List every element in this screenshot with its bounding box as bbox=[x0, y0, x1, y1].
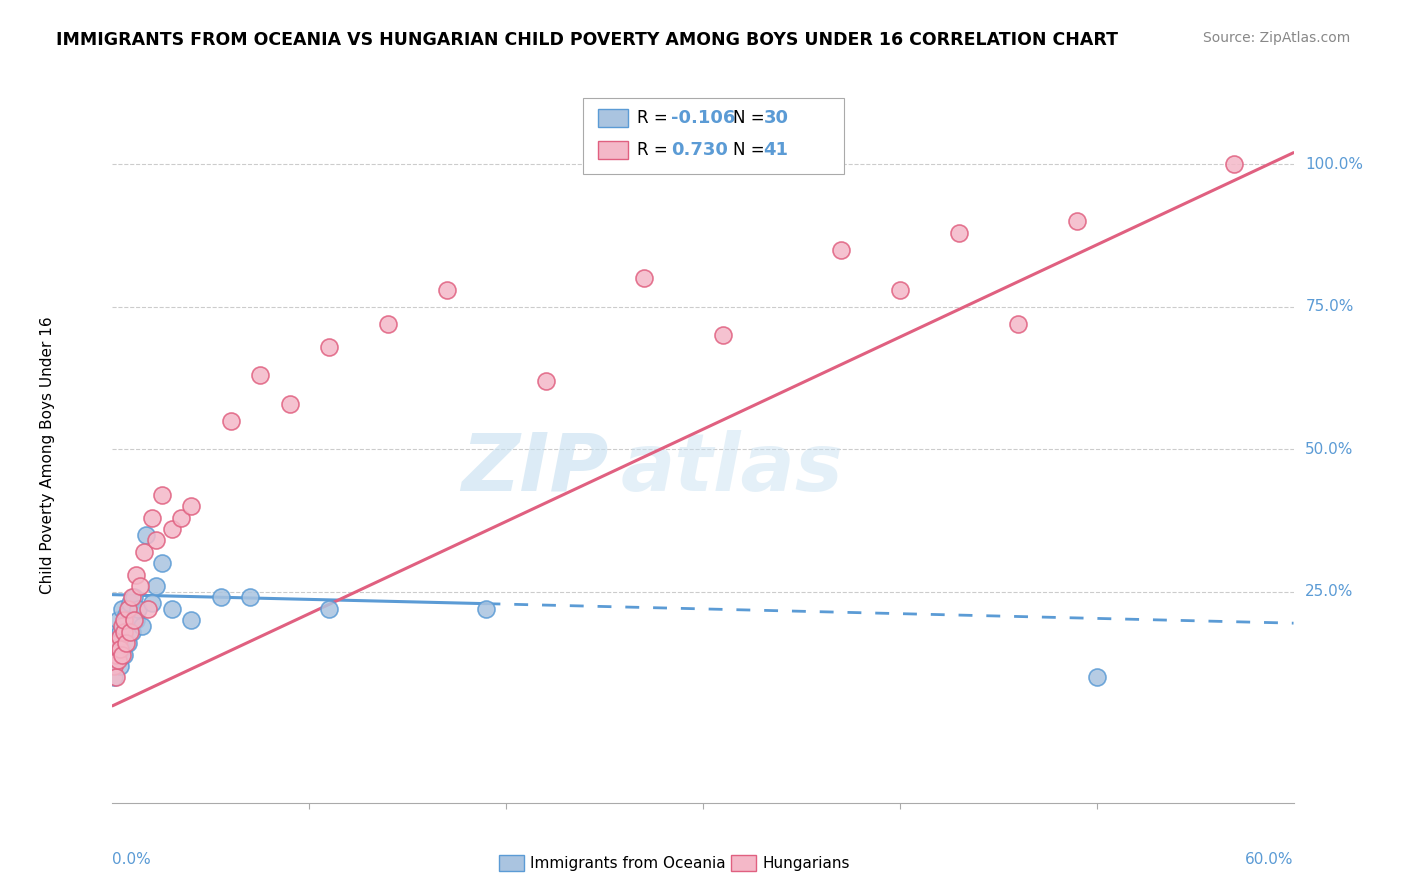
Point bbox=[249, 368, 271, 382]
Point bbox=[103, 670, 125, 684]
Point bbox=[103, 659, 125, 673]
Point bbox=[1085, 670, 1108, 684]
Point bbox=[141, 510, 163, 524]
Point bbox=[117, 636, 139, 650]
Text: R =: R = bbox=[637, 141, 673, 159]
Text: ZIP: ZIP bbox=[461, 430, 609, 508]
Point bbox=[209, 591, 232, 605]
Point bbox=[145, 533, 167, 548]
Point bbox=[150, 488, 173, 502]
Point bbox=[125, 613, 148, 627]
Text: Hungarians: Hungarians bbox=[762, 856, 849, 871]
Text: R =: R = bbox=[637, 109, 673, 127]
Point bbox=[105, 670, 128, 684]
Text: 0.0%: 0.0% bbox=[112, 852, 152, 866]
Text: N =: N = bbox=[733, 141, 769, 159]
Point bbox=[180, 500, 202, 514]
Point bbox=[129, 579, 152, 593]
Point bbox=[711, 328, 734, 343]
Text: 30: 30 bbox=[763, 109, 789, 127]
Point bbox=[112, 648, 135, 662]
Point bbox=[948, 226, 970, 240]
Point bbox=[318, 602, 340, 616]
Point bbox=[377, 317, 399, 331]
Point bbox=[436, 283, 458, 297]
Point bbox=[115, 607, 138, 622]
Point bbox=[105, 648, 128, 662]
Point bbox=[278, 396, 301, 410]
Point bbox=[110, 641, 132, 656]
Text: atlas: atlas bbox=[620, 430, 844, 508]
Point bbox=[127, 602, 149, 616]
Point bbox=[889, 283, 911, 297]
Point bbox=[120, 624, 142, 639]
Text: Immigrants from Oceania: Immigrants from Oceania bbox=[530, 856, 725, 871]
Point bbox=[112, 613, 135, 627]
Text: 100.0%: 100.0% bbox=[1305, 157, 1364, 171]
Point bbox=[105, 653, 128, 667]
Text: 50.0%: 50.0% bbox=[1305, 442, 1354, 457]
Text: -0.106: -0.106 bbox=[671, 109, 735, 127]
Point bbox=[111, 648, 134, 662]
Point bbox=[633, 271, 655, 285]
Point bbox=[105, 631, 128, 645]
Point bbox=[117, 602, 139, 616]
Text: 41: 41 bbox=[763, 141, 789, 159]
Point bbox=[534, 374, 557, 388]
Text: IMMIGRANTS FROM OCEANIA VS HUNGARIAN CHILD POVERTY AMONG BOYS UNDER 16 CORRELATI: IMMIGRANTS FROM OCEANIA VS HUNGARIAN CHI… bbox=[56, 31, 1118, 49]
Point bbox=[132, 545, 155, 559]
Point bbox=[111, 602, 134, 616]
Point bbox=[122, 613, 145, 627]
Point bbox=[318, 340, 340, 354]
Text: Source: ZipAtlas.com: Source: ZipAtlas.com bbox=[1202, 31, 1350, 45]
Point bbox=[110, 624, 132, 639]
Text: 75.0%: 75.0% bbox=[1305, 299, 1354, 314]
Point bbox=[160, 602, 183, 616]
Point bbox=[1066, 214, 1088, 228]
Point bbox=[122, 591, 145, 605]
Point bbox=[136, 602, 159, 616]
Point bbox=[111, 641, 134, 656]
Point bbox=[107, 613, 129, 627]
Point bbox=[110, 631, 132, 645]
Point bbox=[107, 653, 129, 667]
Point bbox=[125, 567, 148, 582]
Text: Child Poverty Among Boys Under 16: Child Poverty Among Boys Under 16 bbox=[39, 316, 55, 594]
Point bbox=[475, 602, 498, 616]
Text: N =: N = bbox=[733, 109, 769, 127]
Point bbox=[160, 522, 183, 536]
Point bbox=[112, 624, 135, 639]
Point bbox=[1007, 317, 1029, 331]
Point bbox=[131, 619, 153, 633]
Point bbox=[239, 591, 262, 605]
Text: 0.730: 0.730 bbox=[671, 141, 727, 159]
Text: 25.0%: 25.0% bbox=[1305, 584, 1354, 599]
Point bbox=[141, 596, 163, 610]
Point bbox=[830, 243, 852, 257]
Point bbox=[121, 591, 143, 605]
Point bbox=[112, 619, 135, 633]
Point bbox=[107, 636, 129, 650]
Point bbox=[1223, 157, 1246, 171]
Point bbox=[111, 619, 134, 633]
Point bbox=[107, 636, 129, 650]
Point bbox=[120, 596, 142, 610]
Point bbox=[180, 613, 202, 627]
Text: 60.0%: 60.0% bbox=[1246, 852, 1294, 866]
Point bbox=[150, 556, 173, 570]
Point bbox=[135, 528, 157, 542]
Point bbox=[145, 579, 167, 593]
Point bbox=[121, 624, 143, 639]
Point bbox=[115, 636, 138, 650]
Point bbox=[170, 510, 193, 524]
Point bbox=[219, 414, 242, 428]
Point bbox=[110, 659, 132, 673]
